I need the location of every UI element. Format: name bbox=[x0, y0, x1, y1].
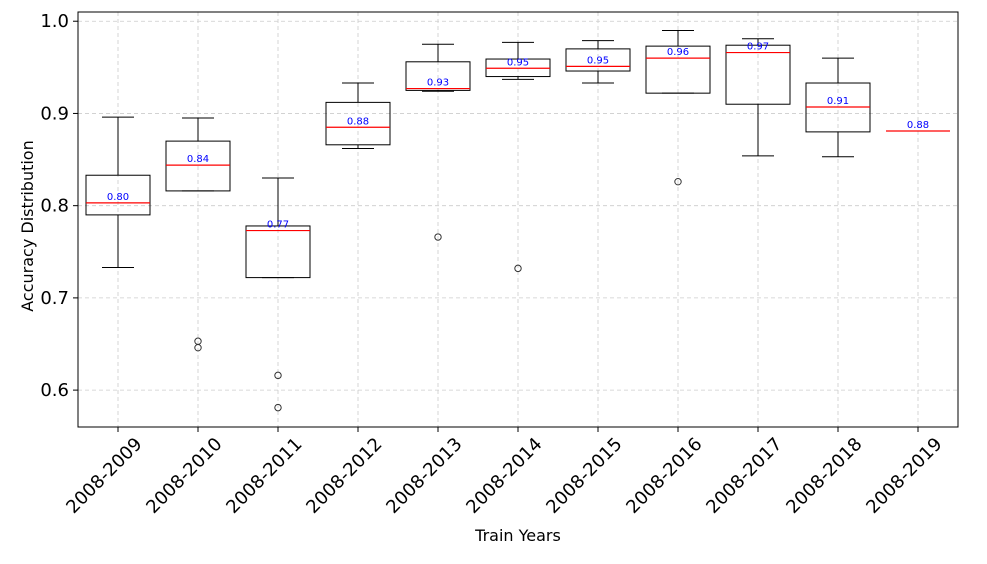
x-tick-label: 2008-2009 bbox=[62, 434, 146, 518]
box-2008-2014: 0.95 bbox=[485, 41, 551, 273]
median-value-label: 0.88 bbox=[347, 116, 369, 127]
iqr-box bbox=[725, 44, 791, 105]
outlier-point bbox=[194, 343, 202, 352]
x-tick-label: 2008-2010 bbox=[142, 434, 226, 518]
box-2008-2012: 0.88 bbox=[325, 82, 391, 149]
box-2008-2018: 0.91 bbox=[805, 57, 871, 158]
median-value-label: 0.96 bbox=[667, 47, 689, 58]
iqr-box bbox=[405, 61, 471, 91]
median-value-label: 0.93 bbox=[427, 78, 449, 89]
median-value-label: 0.80 bbox=[107, 192, 129, 203]
iqr-box bbox=[325, 101, 391, 146]
outlier-point bbox=[674, 177, 682, 186]
grid-lines bbox=[78, 12, 958, 427]
outlier-point bbox=[514, 264, 522, 273]
x-tick-label: 2008-2016 bbox=[622, 434, 706, 518]
outlier-point bbox=[434, 233, 442, 241]
box-2008-2010: 0.84 bbox=[165, 117, 231, 352]
median-value-label: 0.88 bbox=[907, 120, 929, 131]
box-2008-2009: 0.80 bbox=[85, 116, 151, 268]
x-tick-label: 2008-2018 bbox=[782, 434, 866, 518]
iqr-box bbox=[85, 174, 151, 216]
box-2008-2011: 0.77 bbox=[245, 177, 311, 412]
x-tick-label: 2008-2017 bbox=[702, 434, 786, 518]
y-tick-label: 0.6 bbox=[40, 380, 69, 401]
median-value-label: 0.77 bbox=[267, 220, 289, 231]
boxes-layer: 0.80 0.84 0.77 0.88 0.93 0.95 0.95 0.96 0.97 0.91… bbox=[85, 29, 950, 412]
iqr-box bbox=[165, 140, 231, 192]
box-2008-2016: 0.96 bbox=[645, 29, 711, 186]
y-tick-label: 0.9 bbox=[40, 103, 69, 124]
box-2008-2017: 0.97 bbox=[725, 38, 791, 157]
y-axis-title: Accuracy Distribution bbox=[18, 140, 37, 311]
outlier-point bbox=[274, 403, 282, 412]
iqr-box bbox=[245, 225, 311, 279]
median-value-label: 0.95 bbox=[507, 57, 529, 68]
box-2008-2019: 0.88 bbox=[886, 120, 950, 132]
x-tick-label: 2008-2015 bbox=[542, 434, 626, 518]
box-2008-2013: 0.93 bbox=[405, 43, 471, 241]
x-tick-label: 2008-2011 bbox=[222, 434, 306, 518]
median-value-label: 0.95 bbox=[587, 55, 609, 66]
iqr-box bbox=[645, 45, 711, 94]
iqr-box bbox=[565, 48, 631, 72]
x-tick-label: 2008-2012 bbox=[302, 434, 386, 518]
x-axis-title: Train Years bbox=[474, 526, 561, 545]
median-value-label: 0.91 bbox=[827, 96, 849, 107]
box-2008-2015: 0.95 bbox=[565, 40, 631, 84]
y-tick-label: 0.8 bbox=[40, 196, 69, 217]
axes-layer: 0.60.70.80.91.02008-20092008-20102008-20… bbox=[40, 11, 946, 518]
x-tick-label: 2008-2014 bbox=[462, 434, 546, 518]
outlier-point bbox=[274, 371, 282, 380]
x-tick-label: 2008-2019 bbox=[862, 434, 946, 518]
y-tick-label: 1.0 bbox=[40, 11, 69, 32]
y-tick-label: 0.7 bbox=[40, 288, 69, 309]
median-value-label: 0.97 bbox=[747, 42, 769, 53]
median-value-label: 0.84 bbox=[187, 154, 209, 165]
x-tick-label: 2008-2013 bbox=[382, 434, 466, 518]
